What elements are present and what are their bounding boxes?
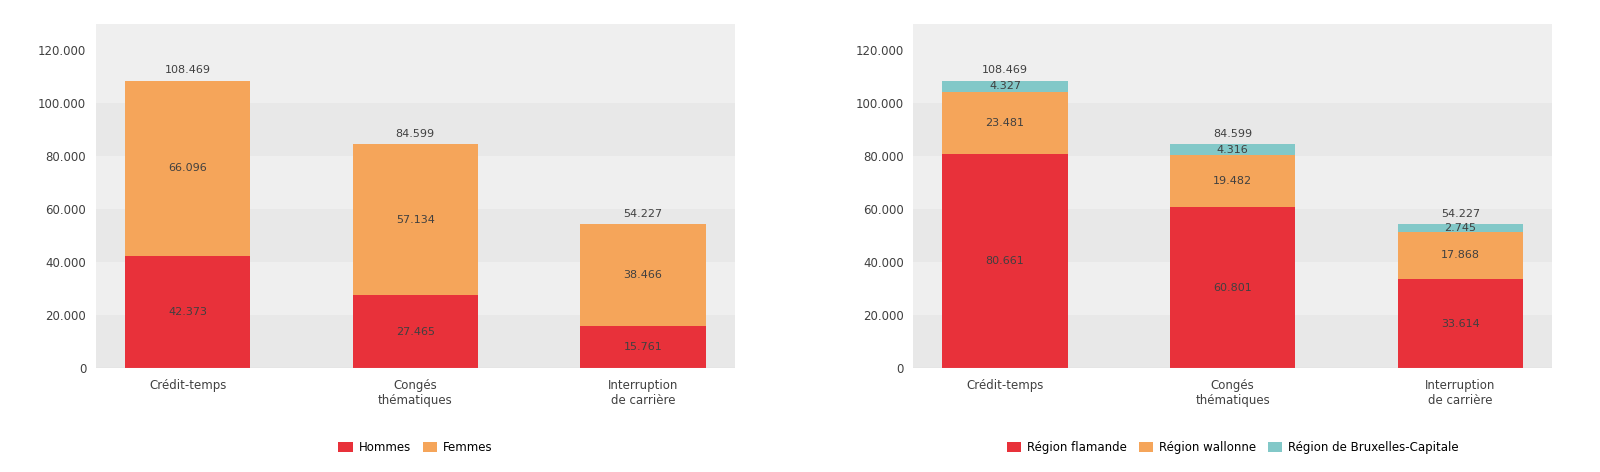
Text: 66.096: 66.096 <box>168 163 206 173</box>
Bar <box>914 50 1552 103</box>
Bar <box>914 209 1552 262</box>
Text: 54.227: 54.227 <box>624 209 662 219</box>
Text: 17.868: 17.868 <box>1442 250 1480 261</box>
Bar <box>942 81 1067 92</box>
Bar <box>96 315 734 368</box>
Bar <box>1170 207 1296 368</box>
Bar <box>581 326 706 368</box>
Bar <box>352 144 478 295</box>
Bar <box>1398 232 1523 279</box>
Text: 4.316: 4.316 <box>1218 144 1248 155</box>
Text: 108.469: 108.469 <box>982 65 1029 76</box>
Legend: Région flamande, Région wallonne, Région de Bruxelles-Capitale: Région flamande, Région wallonne, Région… <box>1002 436 1462 459</box>
Bar <box>96 50 734 103</box>
Bar <box>914 262 1552 315</box>
Bar <box>96 209 734 262</box>
Text: 84.599: 84.599 <box>1213 129 1253 139</box>
Bar <box>96 103 734 156</box>
Bar <box>942 92 1067 154</box>
Text: 4.327: 4.327 <box>989 81 1021 92</box>
Text: 80.661: 80.661 <box>986 256 1024 266</box>
Bar <box>1170 155 1296 207</box>
Text: 42.373: 42.373 <box>168 307 206 317</box>
Text: 60.801: 60.801 <box>1213 283 1253 293</box>
Bar <box>96 156 734 209</box>
Text: 57.134: 57.134 <box>395 215 435 225</box>
Bar <box>914 24 1552 50</box>
Bar <box>914 103 1552 156</box>
Text: 15.761: 15.761 <box>624 342 662 352</box>
Bar <box>914 156 1552 209</box>
Bar <box>1398 279 1523 368</box>
Bar <box>581 224 706 326</box>
Text: 54.227: 54.227 <box>1442 209 1480 219</box>
Bar <box>942 154 1067 368</box>
Text: 23.481: 23.481 <box>986 118 1024 128</box>
Text: 27.465: 27.465 <box>395 327 435 337</box>
Bar <box>914 315 1552 368</box>
Bar <box>1398 224 1523 232</box>
Text: 19.482: 19.482 <box>1213 176 1253 186</box>
Text: 33.614: 33.614 <box>1442 319 1480 329</box>
Text: 38.466: 38.466 <box>624 270 662 280</box>
Bar <box>125 256 250 368</box>
Bar <box>96 262 734 315</box>
Bar <box>352 295 478 368</box>
Text: 84.599: 84.599 <box>395 129 435 139</box>
Bar <box>1170 144 1296 155</box>
Bar <box>96 24 734 50</box>
Bar <box>125 81 250 256</box>
Legend: Hommes, Femmes: Hommes, Femmes <box>334 436 498 459</box>
Text: 2.745: 2.745 <box>1445 223 1477 233</box>
Text: 108.469: 108.469 <box>165 65 211 76</box>
